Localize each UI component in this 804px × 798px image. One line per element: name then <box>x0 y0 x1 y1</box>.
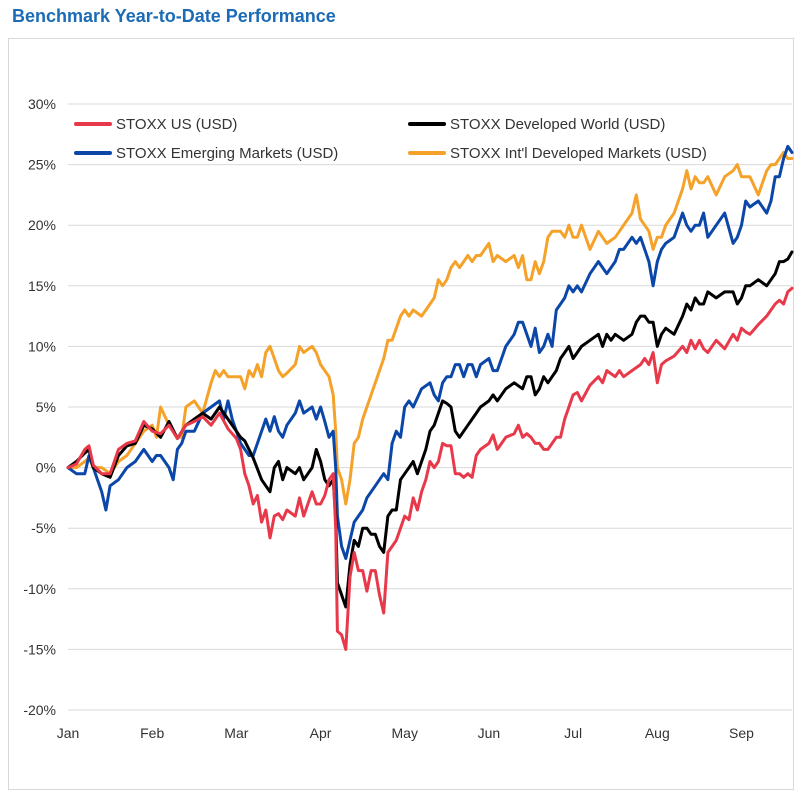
chart-title: Benchmark Year-to-Date Performance <box>12 6 336 26</box>
series-line-intl-dev <box>66 151 794 506</box>
y-tick-label: -5% <box>31 520 56 536</box>
y-tick-label: -15% <box>23 641 56 657</box>
y-axis-ticks: -20% -15% -10% -5% 0% 5% 10% 15% 20% 25% 30% <box>23 96 56 718</box>
legend-label: STOXX Int'l Developed Markets (USD) <box>450 145 707 162</box>
series-line-em <box>66 144 794 560</box>
series-lines <box>66 144 794 651</box>
x-tick-label: Jul <box>564 725 582 741</box>
x-tick-label: Feb <box>140 725 164 741</box>
y-tick-label: 25% <box>28 157 56 173</box>
x-tick-label: Jan <box>57 725 80 741</box>
gridlines <box>68 103 792 711</box>
y-tick-label: 5% <box>36 399 56 415</box>
legend: STOXX US (USD) STOXX Developed World (USD… <box>74 116 707 162</box>
x-tick-label: Sep <box>729 725 754 741</box>
x-tick-label: Mar <box>224 725 248 741</box>
y-tick-label: 10% <box>28 338 56 354</box>
chart-frame <box>8 38 794 790</box>
x-axis-ticks: Jan Feb Mar Apr May Jun Jul Aug Sep <box>57 725 754 741</box>
series-line-us <box>66 286 794 651</box>
y-tick-label: 15% <box>28 278 56 294</box>
x-tick-label: May <box>392 725 418 741</box>
y-tick-label: 0% <box>36 460 56 476</box>
y-tick-label: -10% <box>23 581 56 597</box>
legend-label: STOXX Emerging Markets (USD) <box>116 145 338 162</box>
y-tick-label: 20% <box>28 217 56 233</box>
series-line-dev-world <box>66 250 794 609</box>
legend-label: STOXX US (USD) <box>116 116 237 133</box>
x-tick-label: Jun <box>478 725 501 741</box>
x-tick-label: Aug <box>645 725 670 741</box>
legend-label: STOXX Developed World (USD) <box>450 116 665 133</box>
y-tick-label: -20% <box>23 702 56 718</box>
x-tick-label: Apr <box>310 725 332 741</box>
y-tick-label: 30% <box>28 96 56 112</box>
